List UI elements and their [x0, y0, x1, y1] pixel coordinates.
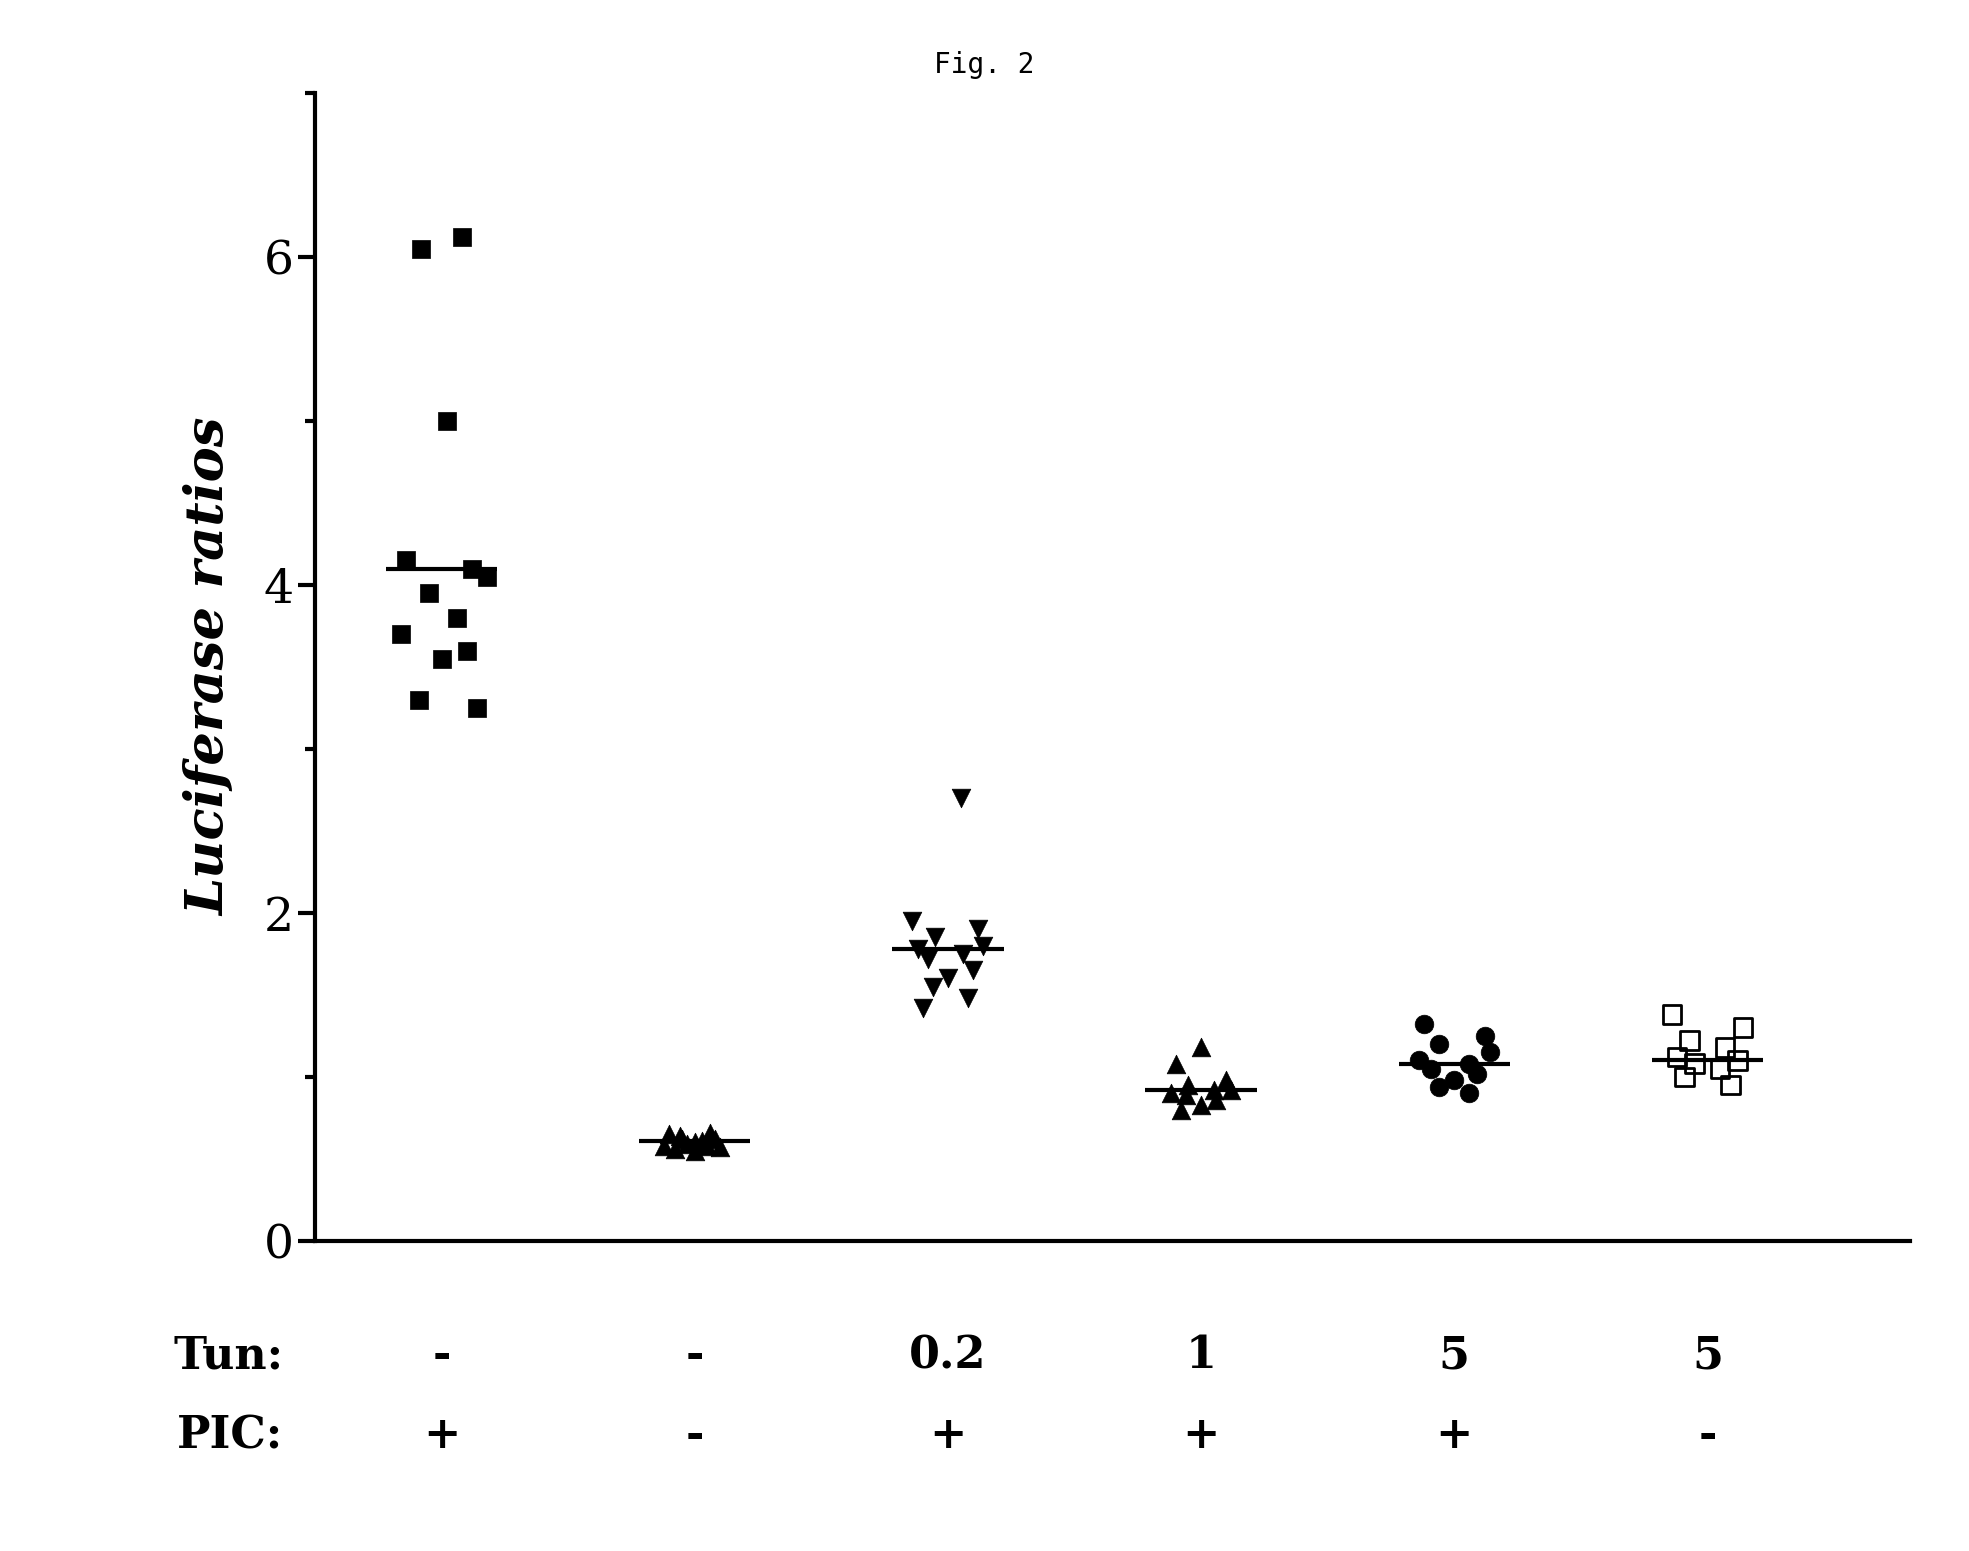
- Point: [1475, 1039, 1506, 1064]
- Point: [912, 946, 943, 971]
- Point: [457, 557, 488, 582]
- Point: [431, 408, 463, 433]
- Point: [931, 966, 963, 991]
- Point: [1416, 1056, 1447, 1081]
- Text: 5: 5: [1691, 1334, 1723, 1377]
- Point: [687, 1129, 719, 1154]
- Text: 5: 5: [1439, 1334, 1469, 1377]
- Text: Tun:: Tun:: [173, 1334, 284, 1377]
- Point: [1461, 1061, 1493, 1086]
- Point: [896, 909, 927, 934]
- Point: [908, 996, 939, 1021]
- Point: [447, 225, 478, 250]
- Point: [671, 1132, 703, 1157]
- Point: [963, 917, 994, 941]
- Point: [1197, 1078, 1229, 1103]
- Point: [660, 1137, 691, 1162]
- Point: [945, 786, 977, 811]
- Point: [386, 622, 417, 647]
- Point: [679, 1131, 711, 1155]
- Point: [654, 1121, 685, 1146]
- Point: [1453, 1081, 1485, 1106]
- Point: [1656, 1002, 1687, 1027]
- Point: [413, 580, 445, 605]
- Point: [1715, 1073, 1747, 1098]
- Point: [918, 974, 949, 999]
- Point: [1408, 1011, 1439, 1036]
- Point: [902, 937, 933, 962]
- Text: -: -: [433, 1334, 451, 1377]
- Point: [920, 924, 951, 949]
- Point: [1469, 1024, 1500, 1048]
- Text: +: +: [929, 1415, 967, 1458]
- Point: [1453, 1052, 1485, 1076]
- Point: [705, 1135, 736, 1160]
- Point: [1709, 1035, 1741, 1059]
- Point: [1166, 1097, 1197, 1121]
- Text: +: +: [423, 1415, 461, 1458]
- Point: [666, 1126, 697, 1151]
- Point: [404, 687, 435, 712]
- Point: [1424, 1075, 1455, 1100]
- Point: [1680, 1052, 1711, 1076]
- Text: 1: 1: [1185, 1334, 1217, 1377]
- Text: -: -: [685, 1334, 705, 1377]
- Point: [1156, 1081, 1187, 1106]
- Y-axis label: Luciferase ratios: Luciferase ratios: [185, 417, 236, 917]
- Text: -: -: [1697, 1415, 1717, 1458]
- Point: [461, 695, 492, 720]
- Point: [451, 637, 482, 662]
- Point: [1215, 1078, 1246, 1103]
- Point: [691, 1134, 723, 1159]
- Point: [1439, 1067, 1471, 1092]
- Point: [1185, 1092, 1217, 1117]
- Point: [425, 647, 457, 672]
- Point: [1160, 1052, 1191, 1076]
- Point: [947, 941, 979, 966]
- Text: 0.2: 0.2: [910, 1334, 986, 1377]
- Point: [679, 1138, 711, 1163]
- Point: [1211, 1067, 1242, 1092]
- Point: [406, 236, 437, 261]
- Text: +: +: [1183, 1415, 1219, 1458]
- Point: [1723, 1048, 1754, 1073]
- Point: [1705, 1056, 1737, 1081]
- Point: [1185, 1035, 1217, 1059]
- Point: [441, 605, 473, 630]
- Point: [953, 986, 984, 1011]
- Point: [699, 1126, 730, 1151]
- Point: [1662, 1045, 1693, 1070]
- Point: [1424, 1031, 1455, 1056]
- Text: PIC:: PIC:: [177, 1415, 284, 1458]
- Point: [664, 1123, 695, 1148]
- Point: [1201, 1087, 1233, 1112]
- Point: [648, 1134, 679, 1159]
- Point: [471, 565, 502, 589]
- Point: [967, 934, 998, 959]
- Point: [390, 548, 421, 572]
- Point: [1670, 1064, 1701, 1089]
- Text: +: +: [1435, 1415, 1473, 1458]
- Text: Fig. 2: Fig. 2: [933, 51, 1036, 79]
- Point: [695, 1120, 727, 1145]
- Point: [1727, 1016, 1758, 1041]
- Point: [1170, 1083, 1201, 1107]
- Text: -: -: [685, 1415, 705, 1458]
- Point: [1174, 1073, 1205, 1098]
- Point: [1404, 1048, 1435, 1073]
- Point: [1674, 1028, 1705, 1053]
- Point: [957, 959, 988, 983]
